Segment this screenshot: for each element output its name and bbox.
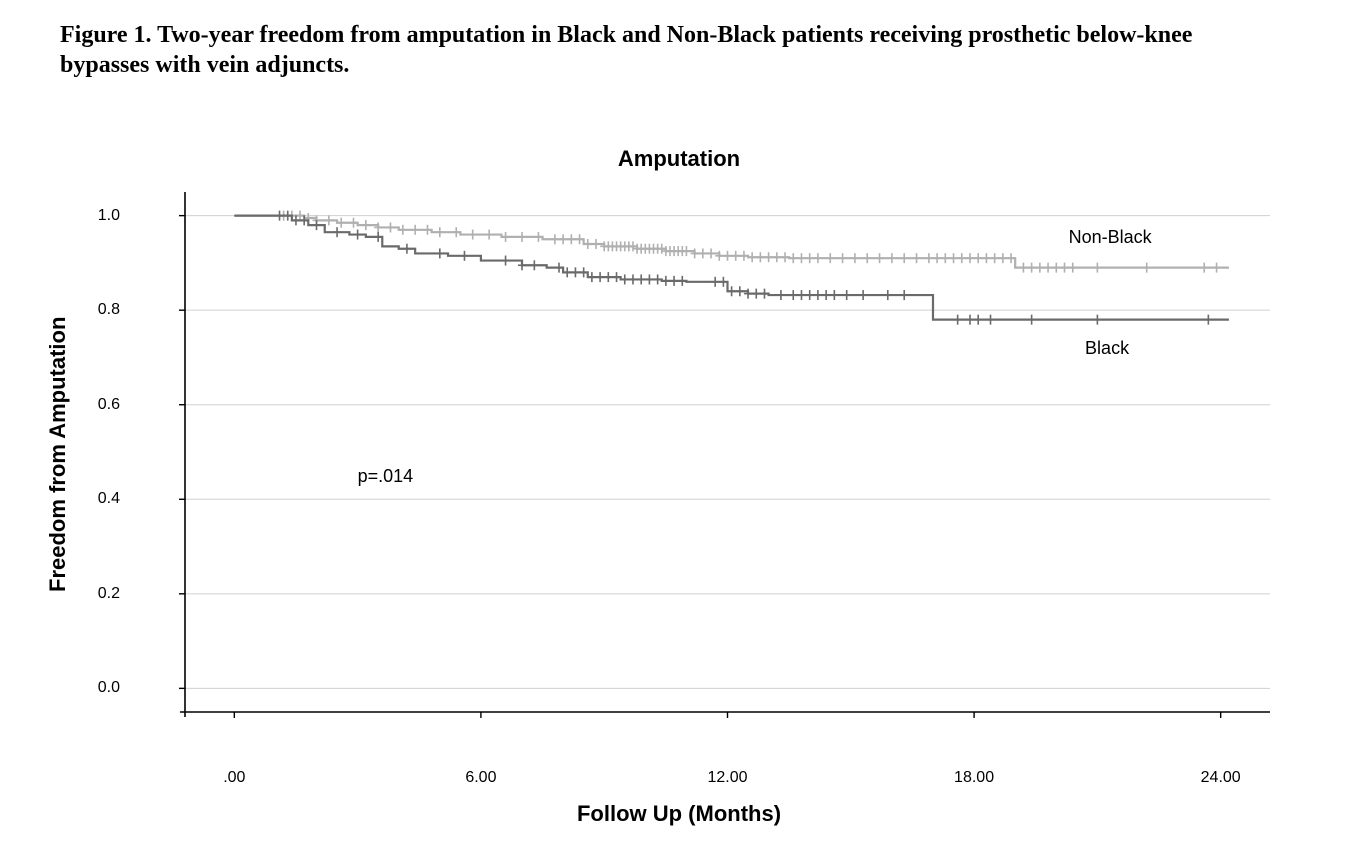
- x-tick-label: 24.00: [1191, 769, 1251, 787]
- x-tick-label: 6.00: [451, 769, 511, 787]
- y-tick-label: 0.6: [80, 396, 120, 414]
- p-value-annotation: p=.014: [358, 466, 414, 487]
- y-tick-label: 0.0: [80, 679, 120, 697]
- x-tick-label: 18.00: [944, 769, 1004, 787]
- x-tick-label: 12.00: [698, 769, 758, 787]
- y-tick-label: 1.0: [80, 207, 120, 225]
- x-tick-label: .00: [204, 769, 264, 787]
- chart-title: Amputation: [0, 146, 1358, 172]
- y-axis-title: Freedom from Amputation: [45, 317, 71, 592]
- figure-caption: Figure 1. Two-year freedom from amputati…: [60, 20, 1260, 80]
- y-tick-label: 0.2: [80, 585, 120, 603]
- x-axis-title: Follow Up (Months): [0, 801, 1358, 827]
- y-tick-label: 0.4: [80, 490, 120, 508]
- figure-container: Figure 1. Two-year freedom from amputati…: [0, 0, 1358, 852]
- y-tick-label: 0.8: [80, 301, 120, 319]
- series-label-black: Black: [1085, 338, 1129, 359]
- km-plot: [130, 182, 1280, 742]
- series-label-nonblack: Non-Black: [1069, 227, 1152, 248]
